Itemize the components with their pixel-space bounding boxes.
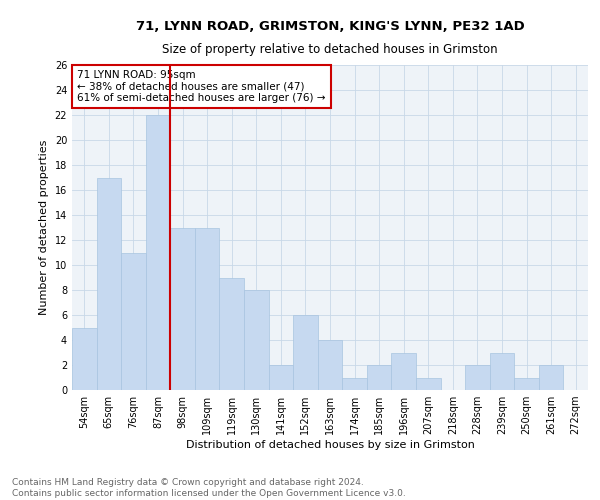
Bar: [465, 365, 490, 390]
Bar: [220, 278, 244, 390]
Y-axis label: Number of detached properties: Number of detached properties: [39, 140, 49, 315]
Bar: [72, 328, 97, 390]
Bar: [146, 115, 170, 390]
Text: Size of property relative to detached houses in Grimston: Size of property relative to detached ho…: [162, 42, 498, 56]
Bar: [490, 352, 514, 390]
Text: 71, LYNN ROAD, GRIMSTON, KING'S LYNN, PE32 1AD: 71, LYNN ROAD, GRIMSTON, KING'S LYNN, PE…: [136, 20, 524, 33]
Bar: [244, 290, 269, 390]
Bar: [539, 365, 563, 390]
X-axis label: Distribution of detached houses by size in Grimston: Distribution of detached houses by size …: [185, 440, 475, 450]
Text: 71 LYNN ROAD: 95sqm
← 38% of detached houses are smaller (47)
61% of semi-detach: 71 LYNN ROAD: 95sqm ← 38% of detached ho…: [77, 70, 326, 103]
Bar: [514, 378, 539, 390]
Bar: [195, 228, 220, 390]
Bar: [342, 378, 367, 390]
Bar: [121, 252, 146, 390]
Bar: [367, 365, 391, 390]
Bar: [170, 228, 195, 390]
Bar: [97, 178, 121, 390]
Bar: [318, 340, 342, 390]
Bar: [293, 315, 318, 390]
Bar: [416, 378, 440, 390]
Bar: [391, 352, 416, 390]
Text: Contains HM Land Registry data © Crown copyright and database right 2024.
Contai: Contains HM Land Registry data © Crown c…: [12, 478, 406, 498]
Bar: [269, 365, 293, 390]
